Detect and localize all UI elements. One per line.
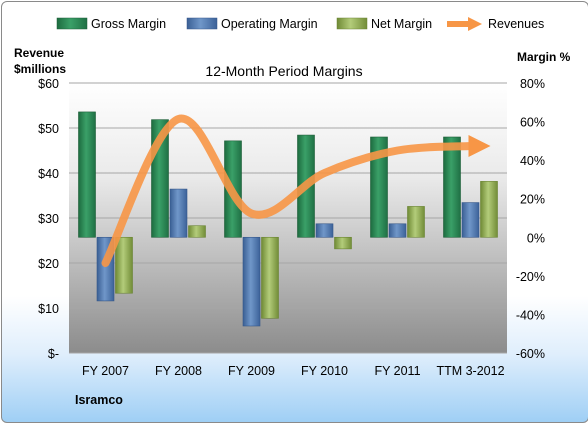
legend: Gross Margin Operating Margin Net Margin…: [57, 17, 544, 31]
legend-label-gross-margin: Gross Margin: [91, 17, 166, 31]
right-tick-label: -20%: [516, 270, 545, 284]
bar-net-margin: [408, 206, 425, 237]
x-tick-label: FY 2008: [155, 364, 202, 378]
left-tick-label: $50: [38, 122, 59, 136]
bar-operating-margin: [316, 224, 333, 238]
x-axis-ticks: FY 2007 FY 2008 FY 2009 FY 2010 FY 2011 TTM 3…: [82, 364, 505, 378]
x-tick-label: FY 2011: [374, 364, 420, 378]
chart-title: 12-Month Period Margins: [205, 63, 362, 79]
bar-net-margin: [335, 237, 352, 249]
right-axis-title: Margin %: [517, 50, 571, 64]
x-tick-label: FY 2010: [301, 364, 348, 378]
right-tick-label: -40%: [516, 308, 545, 322]
bar-net-margin: [189, 226, 206, 238]
bar-operating-margin: [462, 203, 479, 238]
legend-item-net-margin: Net Margin: [337, 17, 432, 31]
bar-operating-margin: [243, 237, 260, 326]
right-tick-label: 0%: [527, 231, 545, 245]
x-tick-label: TTM 3-2012: [436, 364, 504, 378]
right-tick-label: 40%: [520, 154, 545, 168]
bar-net-margin: [481, 181, 498, 237]
legend-item-revenues: Revenues: [447, 17, 544, 31]
left-tick-label: $-: [48, 347, 59, 361]
left-tick-label: $40: [38, 167, 59, 181]
left-tick-label: $30: [38, 212, 59, 226]
x-tick-label: FY 2007: [82, 364, 129, 378]
bar-operating-margin: [389, 224, 406, 238]
left-tick-label: $60: [38, 77, 59, 91]
company-name: Isramco: [75, 393, 123, 407]
legend-item-gross-margin: Gross Margin: [57, 17, 166, 31]
bar-operating-margin: [170, 189, 187, 237]
right-tick-label: 20%: [520, 193, 545, 207]
left-tick-label: $10: [38, 302, 59, 316]
left-tick-label: $20: [38, 257, 59, 271]
legend-item-operating-margin: Operating Margin: [187, 17, 318, 31]
left-axis-title-line1: Revenue: [14, 46, 64, 60]
bar-net-margin: [262, 237, 279, 318]
left-axis-ticks: $- $10 $20 $30 $40 $50 $60: [38, 77, 59, 361]
right-tick-label: 80%: [520, 77, 545, 91]
bar-gross-margin: [79, 112, 96, 237]
legend-label-operating-margin: Operating Margin: [221, 17, 318, 31]
right-axis-ticks: -60% -40% -20% 0% 20% 40% 60% 80%: [516, 77, 545, 361]
x-tick-label: FY 2009: [228, 364, 275, 378]
right-tick-label: -60%: [516, 347, 545, 361]
bar-net-margin: [116, 237, 133, 293]
legend-label-revenues: Revenues: [488, 17, 544, 31]
left-axis-title-line2: $millions: [14, 62, 66, 76]
bar-gross-margin: [444, 137, 461, 237]
legend-label-net-margin: Net Margin: [371, 17, 432, 31]
right-tick-label: 60%: [520, 116, 545, 130]
